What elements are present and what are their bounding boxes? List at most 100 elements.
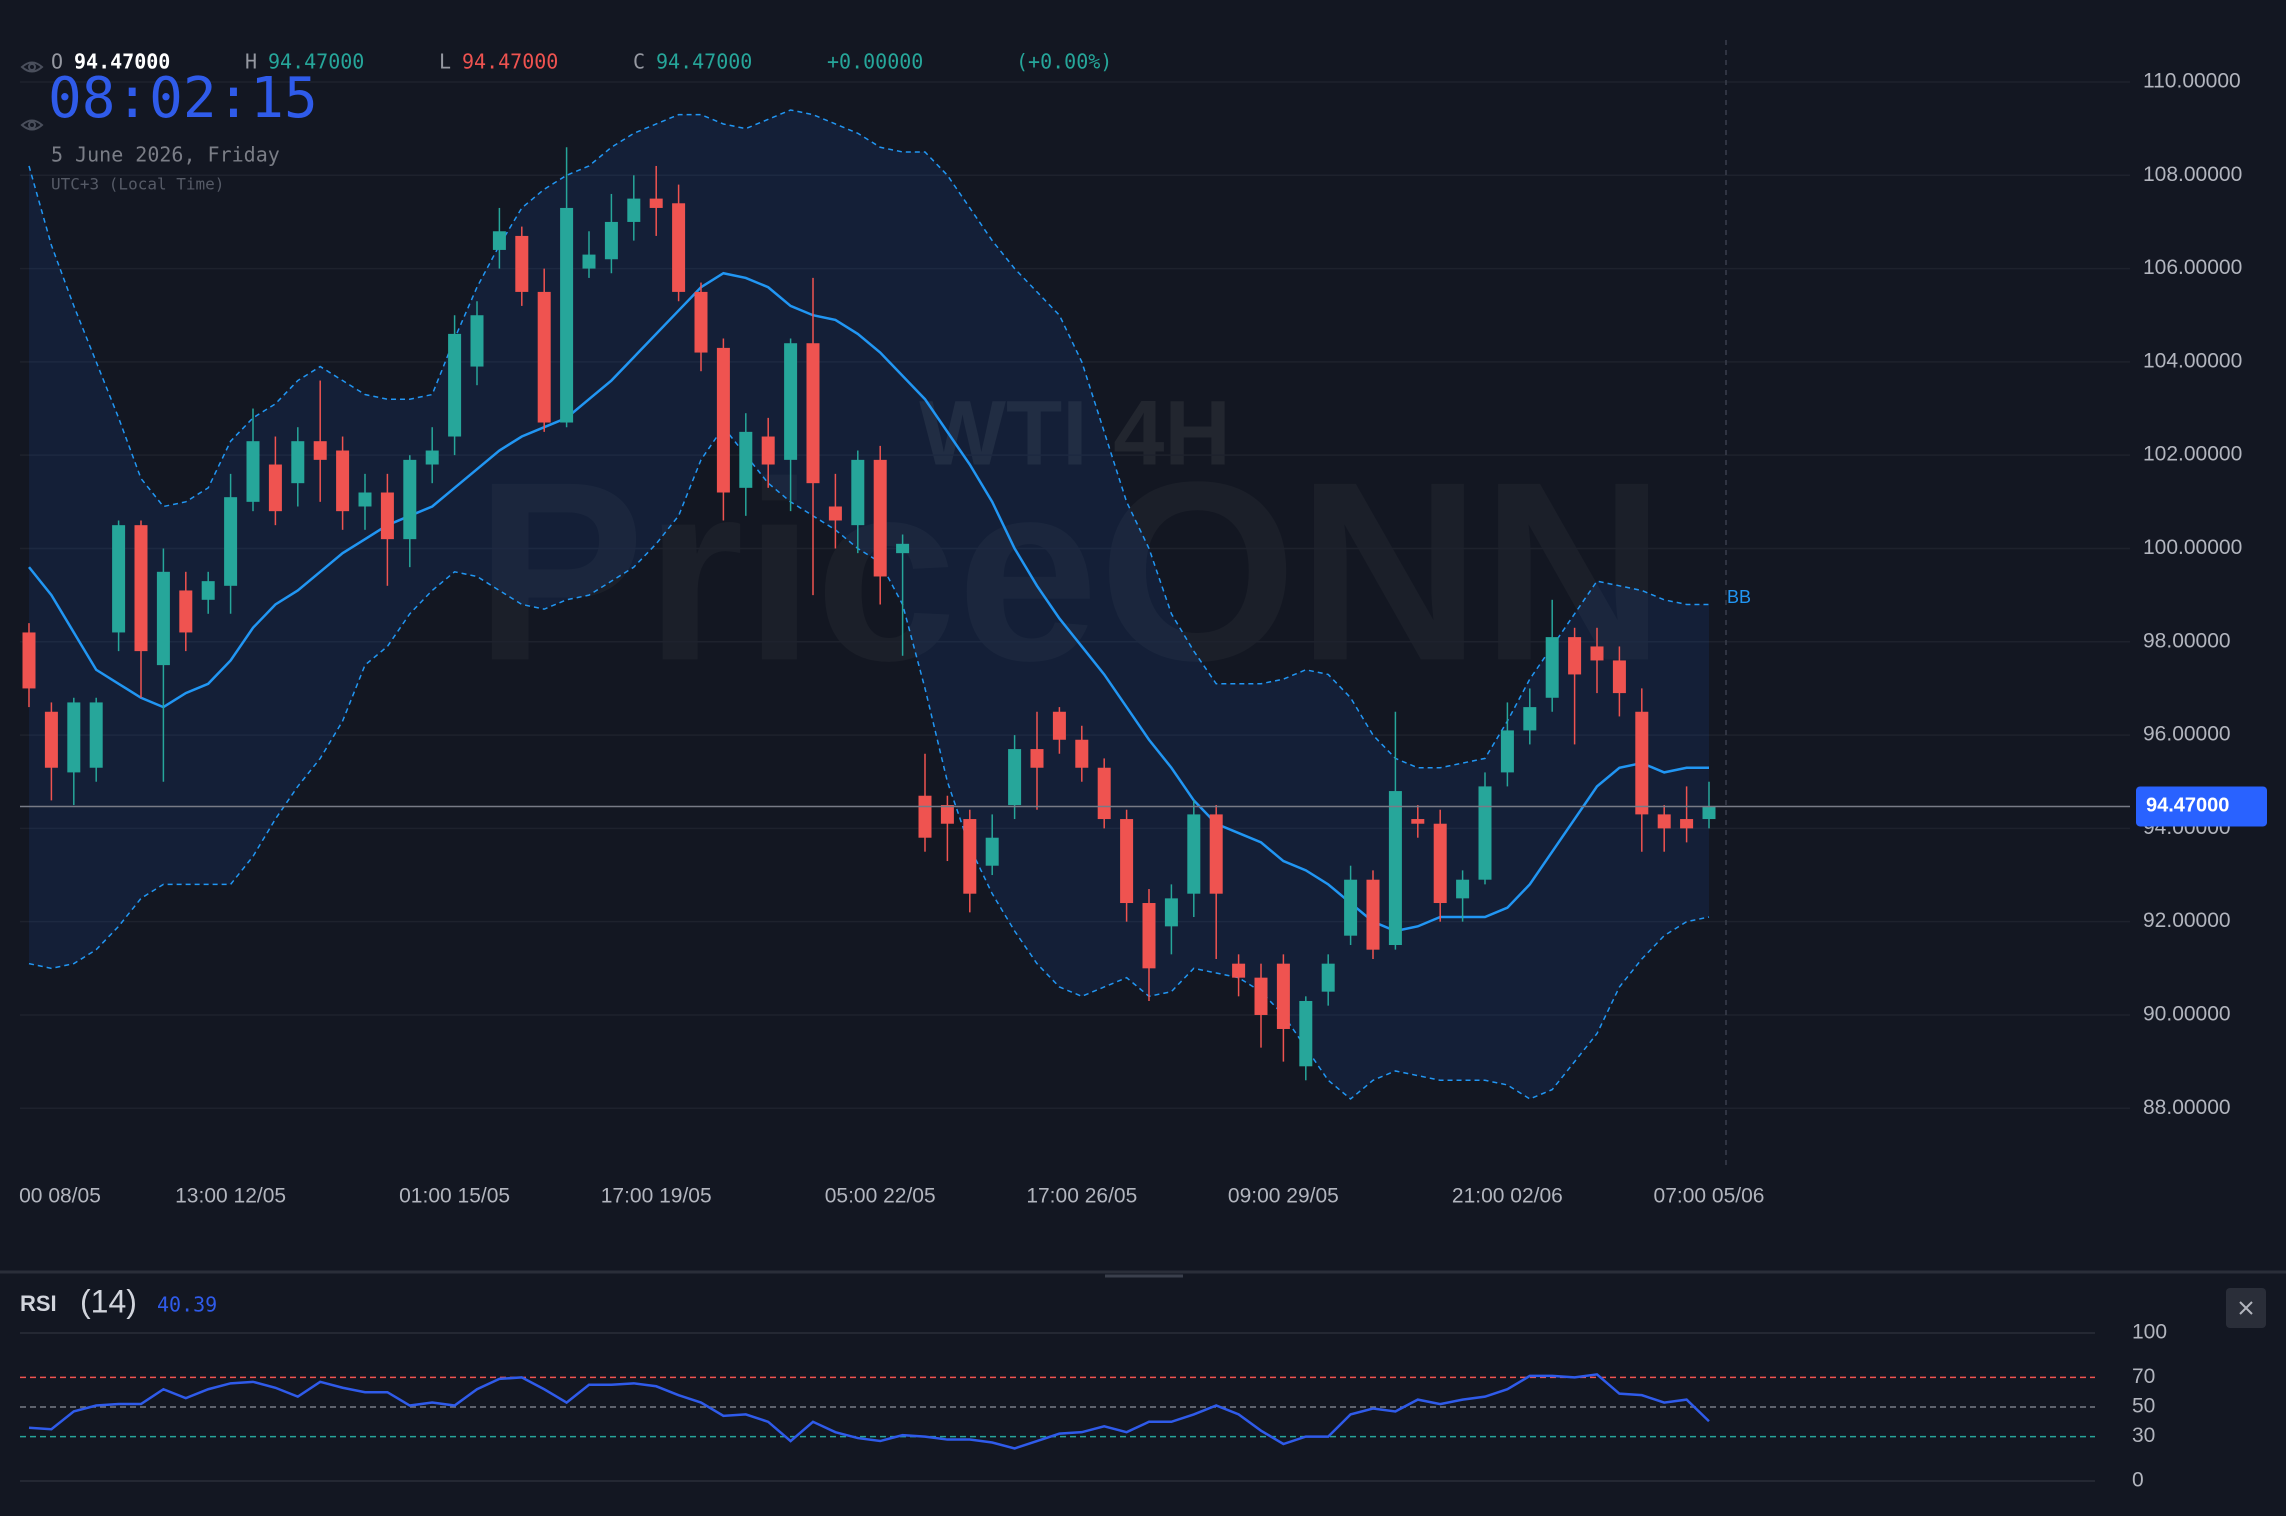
rsi-tick-label: 50 — [2132, 1395, 2155, 1418]
candle-body — [67, 702, 81, 773]
candle-body — [1388, 791, 1402, 946]
rsi-tick-label: 70 — [2132, 1365, 2155, 1388]
candle-body — [515, 235, 529, 292]
candle-body — [896, 543, 910, 554]
rsi-line — [28, 1373, 1710, 1450]
watermark-brand: PriceONN — [475, 429, 1665, 714]
candle-body — [1702, 806, 1716, 820]
candles — [22, 147, 1716, 1081]
ohlc-key: O — [51, 50, 63, 74]
candle-body — [918, 795, 932, 838]
change-percent: (+0.00%) — [1016, 50, 1112, 74]
candle-body — [22, 632, 36, 689]
candle-body — [649, 198, 663, 208]
candle-body — [224, 497, 238, 586]
eye-icon — [20, 119, 44, 131]
candle-body — [940, 805, 954, 824]
candle-body — [851, 459, 865, 526]
x-tick-label: 13:00 12/05 — [175, 1185, 286, 1208]
x-tick-label: 17:00 26/05 — [1026, 1185, 1137, 1208]
y-tick-label: 92.00000 — [2143, 909, 2231, 932]
close-button[interactable] — [2226, 1288, 2266, 1328]
candle-body — [1680, 819, 1694, 829]
y-tick-label: 88.00000 — [2143, 1096, 2231, 1119]
candle-body — [1321, 963, 1335, 992]
y-tick-label: 90.00000 — [2143, 1003, 2231, 1026]
candle-body — [1411, 819, 1425, 824]
candle-body — [179, 590, 193, 633]
band-middle — [28, 271, 1709, 933]
candle-body — [1657, 814, 1671, 829]
candle-body — [1344, 879, 1358, 936]
candle-body — [694, 291, 708, 353]
axes: 88.0000090.0000092.0000094.0000096.00000… — [19, 70, 2267, 1208]
candle-body — [672, 203, 686, 292]
y-tick-label: 100.00000 — [2143, 536, 2242, 559]
ohlc-key: H — [245, 50, 257, 74]
candle-body — [448, 333, 462, 437]
candle-body — [1478, 786, 1492, 880]
y-tick-label: 102.00000 — [2143, 443, 2242, 466]
candle-body — [313, 441, 327, 460]
candle-body — [1030, 749, 1044, 768]
candle-body — [1523, 707, 1537, 731]
y-tick-label: 98.00000 — [2143, 629, 2231, 652]
y-tick-label: 96.00000 — [2143, 723, 2231, 746]
candle-body — [44, 711, 58, 768]
candle-body — [380, 492, 394, 540]
timezone: UTC+3 (Local Time) — [51, 175, 224, 194]
x-tick-label: 05:00 22/05 — [825, 1185, 936, 1208]
date: 5 June 2026, Friday — [51, 143, 280, 167]
x-tick-label: 21:00 02/06 — [1452, 1185, 1563, 1208]
candle-body — [1008, 749, 1022, 806]
candle-body — [784, 343, 798, 460]
candle-body — [1545, 637, 1559, 698]
candle-body — [425, 450, 439, 465]
band-label: BB — [1727, 587, 1751, 607]
candle-body — [89, 702, 103, 768]
ohlc-value: 94.47000 — [462, 50, 558, 74]
candle-body — [560, 207, 574, 423]
ohlc-value: 94.47000 — [74, 50, 170, 74]
ohlc-key: C — [633, 50, 645, 74]
y-tick-label: 110.00000 — [2143, 70, 2241, 93]
y-tick-label: 106.00000 — [2143, 256, 2242, 279]
candle-body — [761, 436, 775, 465]
candle-body — [1187, 814, 1201, 894]
candle-body — [1500, 730, 1514, 773]
candle-body — [1232, 963, 1246, 978]
candle-body — [1568, 637, 1582, 675]
candle-body — [963, 819, 977, 894]
candle-body — [1612, 660, 1626, 694]
candle-body — [403, 459, 417, 540]
candle-body — [582, 254, 596, 269]
x-tick-label: 09:00 29/05 — [1228, 1185, 1339, 1208]
candle-body — [716, 347, 730, 493]
candle-body — [246, 441, 260, 502]
watermark: WTI 4H PriceONN — [475, 382, 1665, 714]
x-tick-label: 01:00 15/05 — [399, 1185, 510, 1208]
eye-icon — [20, 61, 44, 73]
grid — [20, 81, 2130, 1110]
rsi-title: RSI — [20, 1291, 57, 1316]
x-tick-label: 07:00 05/06 — [1654, 1185, 1765, 1208]
rsi-tick-label: 30 — [2132, 1424, 2155, 1447]
candle-body — [358, 492, 372, 507]
candle-body — [492, 231, 506, 250]
candle-body — [470, 315, 484, 367]
candle-body — [1052, 711, 1066, 740]
candle-body — [1456, 879, 1470, 899]
candle-body — [112, 525, 126, 633]
candle-body — [739, 431, 753, 488]
candle-body — [828, 506, 842, 521]
candle-body — [201, 581, 215, 600]
candle-body — [268, 464, 282, 512]
close-icon[interactable] — [2239, 1301, 2253, 1315]
candle-body — [1209, 814, 1223, 894]
candle-body — [291, 441, 305, 484]
candle-body — [537, 291, 551, 423]
band-lower — [28, 425, 1710, 1100]
